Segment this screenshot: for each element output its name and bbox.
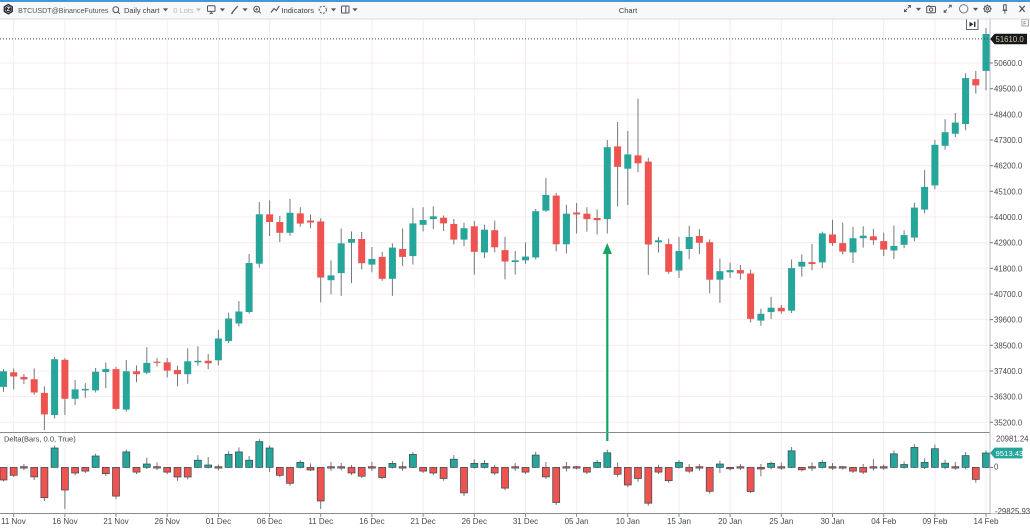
svg-text:20 Jan: 20 Jan xyxy=(718,517,742,526)
svg-text:05 Jan: 05 Jan xyxy=(565,517,589,526)
svg-text:9513.43: 9513.43 xyxy=(996,449,1024,458)
svg-text:0 Lots: 0 Lots xyxy=(173,6,194,15)
svg-text:04 Feb: 04 Feb xyxy=(871,517,896,526)
svg-text:F: F xyxy=(1023,21,1027,27)
svg-text:41800.0: 41800.0 xyxy=(994,264,1023,273)
svg-text:11 Dec: 11 Dec xyxy=(308,517,333,526)
svg-text:50600.0: 50600.0 xyxy=(994,59,1023,68)
svg-text:Daily chart: Daily chart xyxy=(124,6,160,15)
svg-text:44000.0: 44000.0 xyxy=(994,213,1023,222)
svg-text:47300.0: 47300.0 xyxy=(994,136,1023,145)
svg-text:01 Dec: 01 Dec xyxy=(206,517,231,526)
svg-text:09 Feb: 09 Feb xyxy=(922,517,947,526)
svg-text:42900.0: 42900.0 xyxy=(994,239,1023,248)
svg-text:25 Jan: 25 Jan xyxy=(769,517,793,526)
svg-text:Delta(Bars, 0.0, True): Delta(Bars, 0.0, True) xyxy=(4,435,76,444)
svg-text:10 Jan: 10 Jan xyxy=(616,517,640,526)
svg-text:21 Nov: 21 Nov xyxy=(103,517,128,526)
svg-text:26 Dec: 26 Dec xyxy=(462,517,487,526)
svg-text:16 Dec: 16 Dec xyxy=(359,517,384,526)
svg-text:31 Dec: 31 Dec xyxy=(513,517,538,526)
svg-text:26 Nov: 26 Nov xyxy=(155,517,180,526)
svg-text:48400.0: 48400.0 xyxy=(994,110,1023,119)
svg-text:BTCUSDT@BinanceFutures: BTCUSDT@BinanceFutures xyxy=(18,7,109,15)
svg-text:0: 0 xyxy=(994,462,999,471)
svg-text:Chart: Chart xyxy=(619,6,638,15)
svg-text:49500.0: 49500.0 xyxy=(994,85,1023,94)
svg-text:37400.0: 37400.0 xyxy=(994,367,1023,376)
svg-text:38500.0: 38500.0 xyxy=(994,341,1023,350)
svg-text:39600.0: 39600.0 xyxy=(994,316,1023,325)
svg-text:46200.0: 46200.0 xyxy=(994,162,1023,171)
svg-text:51610.0: 51610.0 xyxy=(996,35,1025,44)
svg-text:11 Nov: 11 Nov xyxy=(1,517,26,526)
svg-text:40700.0: 40700.0 xyxy=(994,290,1023,299)
svg-text:20981.24: 20981.24 xyxy=(996,435,1029,444)
svg-text:06 Dec: 06 Dec xyxy=(257,517,282,526)
svg-text:30 Jan: 30 Jan xyxy=(820,517,844,526)
svg-text:Z: Z xyxy=(7,7,11,13)
svg-text:16 Nov: 16 Nov xyxy=(52,517,77,526)
svg-text:Indicators: Indicators xyxy=(282,6,315,15)
svg-text:35200.0: 35200.0 xyxy=(994,418,1023,427)
svg-text:15 Jan: 15 Jan xyxy=(667,517,691,526)
svg-text:14 Feb: 14 Feb xyxy=(974,517,999,526)
svg-text:36300.0: 36300.0 xyxy=(994,393,1023,402)
svg-text:-29825.93: -29825.93 xyxy=(995,507,1030,516)
svg-text:45100.0: 45100.0 xyxy=(994,187,1023,196)
svg-text:21 Dec: 21 Dec xyxy=(410,517,435,526)
